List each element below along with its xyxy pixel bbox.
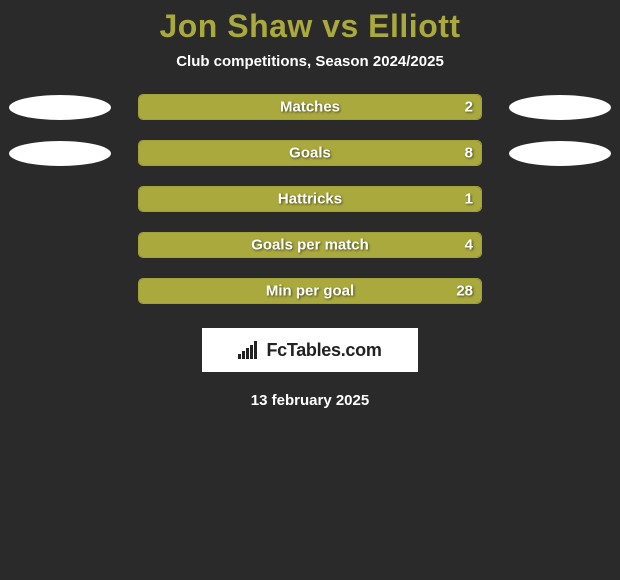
stat-row: Min per goal 28 [0, 278, 620, 304]
stat-label: Goals per match [251, 237, 369, 254]
stat-row: Goals per match 4 [0, 232, 620, 258]
player-left-marker [9, 95, 111, 120]
comparison-card: Jon Shaw vs Elliott Club competitions, S… [0, 0, 620, 409]
stat-bar: Goals 8 [138, 140, 482, 166]
stat-row: Matches 2 [0, 94, 620, 120]
player-right-marker [509, 141, 611, 166]
stat-row: Hattricks 1 [0, 186, 620, 212]
stat-bar: Goals per match 4 [138, 232, 482, 258]
stat-value-right: 28 [456, 283, 473, 300]
stat-value-right: 1 [465, 191, 473, 208]
stat-value-right: 4 [465, 237, 473, 254]
stat-bar: Hattricks 1 [138, 186, 482, 212]
stat-row: Goals 8 [0, 140, 620, 166]
stats-list: Matches 2 Goals 8 Hattricks 1 Goals per match 4… [0, 94, 620, 304]
brand-badge[interactable]: FcTables.com [202, 328, 418, 372]
stat-bar: Matches 2 [138, 94, 482, 120]
stat-label: Goals [289, 145, 331, 162]
player-left-marker [9, 141, 111, 166]
chart-bars-icon [238, 341, 260, 359]
page-subtitle: Club competitions, Season 2024/2025 [176, 53, 444, 70]
stat-label: Matches [280, 99, 340, 116]
stat-value-right: 2 [465, 99, 473, 116]
page-title: Jon Shaw vs Elliott [159, 8, 460, 45]
stat-value-right: 8 [465, 145, 473, 162]
stat-bar: Min per goal 28 [138, 278, 482, 304]
date-label: 13 february 2025 [251, 392, 369, 409]
player-right-marker [509, 95, 611, 120]
stat-label: Min per goal [266, 283, 354, 300]
brand-text: FcTables.com [266, 340, 381, 361]
stat-label: Hattricks [278, 191, 342, 208]
